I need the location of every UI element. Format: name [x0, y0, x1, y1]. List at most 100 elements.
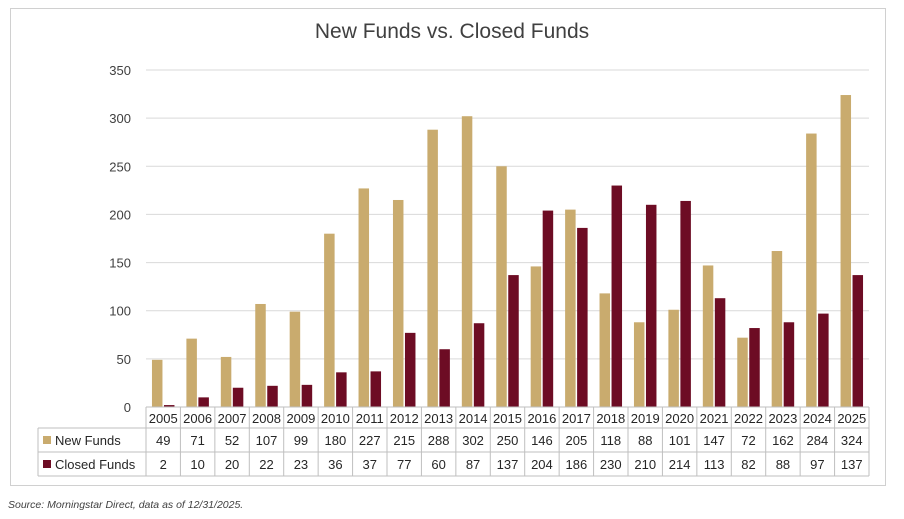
new-funds-value: 88	[638, 433, 652, 448]
new-funds-bar	[392, 199, 404, 407]
closed-funds-value: 82	[741, 457, 755, 472]
x-tick-label: 2024	[803, 411, 832, 426]
closed-funds-value: 186	[566, 457, 588, 472]
new-funds-bar	[668, 309, 679, 407]
x-tick-label: 2009	[286, 411, 315, 426]
new-funds-value: 52	[225, 433, 239, 448]
closed-funds-bar	[232, 387, 244, 407]
legend-key-new-funds	[43, 436, 51, 444]
closed-funds-value: 113	[704, 457, 725, 472]
closed-funds-bar	[163, 405, 175, 407]
new-funds-value: 302	[462, 433, 484, 448]
y-tick-label: 350	[109, 63, 131, 78]
new-funds-value: 250	[497, 433, 519, 448]
closed-funds-value: 60	[431, 457, 445, 472]
x-tick-label: 2020	[665, 411, 694, 426]
x-tick-label: 2006	[183, 411, 212, 426]
new-funds-bar	[530, 266, 542, 407]
new-funds-bar	[840, 95, 852, 407]
x-tick-label: 2023	[768, 411, 797, 426]
closed-funds-bar	[783, 322, 795, 407]
closed-funds-bar	[301, 384, 313, 407]
new-funds-value: 288	[428, 433, 450, 448]
closed-funds-value: 22	[259, 457, 273, 472]
closed-funds-bar	[852, 275, 864, 407]
closed-funds-value: 210	[634, 457, 656, 472]
y-tick-label: 150	[109, 256, 131, 271]
x-tick-label: 2025	[837, 411, 866, 426]
x-tick-label: 2016	[527, 411, 556, 426]
closed-funds-bar	[680, 200, 691, 407]
closed-funds-value: 10	[190, 457, 204, 472]
closed-funds-bar	[473, 323, 485, 407]
closed-funds-value: 37	[363, 457, 377, 472]
new-funds-bar	[599, 293, 611, 407]
closed-funds-value: 36	[328, 457, 342, 472]
closed-funds-value: 20	[225, 457, 239, 472]
closed-funds-value: 137	[497, 457, 519, 472]
x-tick-label: 2008	[252, 411, 281, 426]
x-tick-label: 2012	[390, 411, 419, 426]
new-funds-value: 107	[256, 433, 278, 448]
closed-funds-bar	[198, 397, 209, 407]
closed-funds-bar	[749, 328, 760, 407]
new-funds-value: 324	[841, 433, 863, 448]
new-funds-bar	[633, 322, 645, 407]
x-tick-label: 2022	[734, 411, 763, 426]
closed-funds-value: 88	[776, 457, 790, 472]
y-tick-label: 50	[117, 352, 131, 367]
legend-key-closed-funds	[43, 460, 51, 468]
x-tick-label: 2011	[356, 411, 384, 426]
chart-title: New Funds vs. Closed Funds	[314, 20, 590, 43]
new-funds-value: 72	[741, 433, 755, 448]
closed-funds-value: 97	[810, 457, 824, 472]
new-funds-bar	[220, 356, 232, 407]
new-funds-bar	[771, 251, 783, 407]
new-funds-bar	[186, 338, 197, 407]
y-tick-label: 100	[109, 304, 131, 319]
closed-funds-value: 23	[294, 457, 308, 472]
x-tick-label: 2018	[596, 411, 625, 426]
closed-funds-bar	[508, 275, 519, 407]
closed-funds-value: 77	[397, 457, 411, 472]
closed-funds-bar	[645, 204, 657, 407]
closed-funds-bar	[577, 227, 588, 407]
new-funds-value: 205	[566, 433, 588, 448]
x-tick-label: 2005	[149, 411, 178, 426]
closed-funds-bar	[404, 332, 416, 407]
new-funds-bar	[702, 265, 714, 407]
new-funds-bar	[358, 188, 370, 407]
closed-funds-bar	[370, 371, 382, 407]
closed-funds-value: 230	[600, 457, 622, 472]
new-funds-value: 180	[325, 433, 347, 448]
y-tick-label: 200	[109, 207, 131, 222]
y-tick-label: 250	[109, 159, 131, 174]
new-funds-value: 147	[703, 433, 725, 448]
legend-label-closed-funds: Closed Funds	[55, 457, 136, 472]
new-funds-bar	[806, 133, 817, 407]
new-funds-bar	[289, 311, 301, 407]
closed-funds-bar	[336, 372, 347, 407]
closed-funds-value: 204	[531, 457, 553, 472]
y-tick-label: 300	[109, 111, 131, 126]
closed-funds-bar	[818, 313, 829, 407]
new-funds-value: 215	[393, 433, 415, 448]
x-tick-label: 2014	[459, 411, 488, 426]
new-funds-value: 162	[772, 433, 794, 448]
new-funds-value: 227	[359, 433, 381, 448]
new-funds-value: 118	[600, 433, 621, 448]
new-funds-bar	[151, 359, 163, 407]
closed-funds-value: 2	[160, 457, 167, 472]
new-funds-value: 71	[190, 433, 204, 448]
new-funds-value: 101	[669, 433, 691, 448]
x-tick-label: 2017	[562, 411, 591, 426]
legend-label-new-funds: New Funds	[55, 433, 121, 448]
source-note: Source: Morningstar Direct, data as of 1…	[8, 499, 244, 511]
new-funds-bar	[565, 209, 576, 407]
closed-funds-value: 137	[841, 457, 863, 472]
x-tick-label: 2021	[700, 411, 729, 426]
new-funds-value: 49	[156, 433, 170, 448]
new-funds-bar	[255, 303, 266, 407]
x-tick-label: 2007	[218, 411, 247, 426]
